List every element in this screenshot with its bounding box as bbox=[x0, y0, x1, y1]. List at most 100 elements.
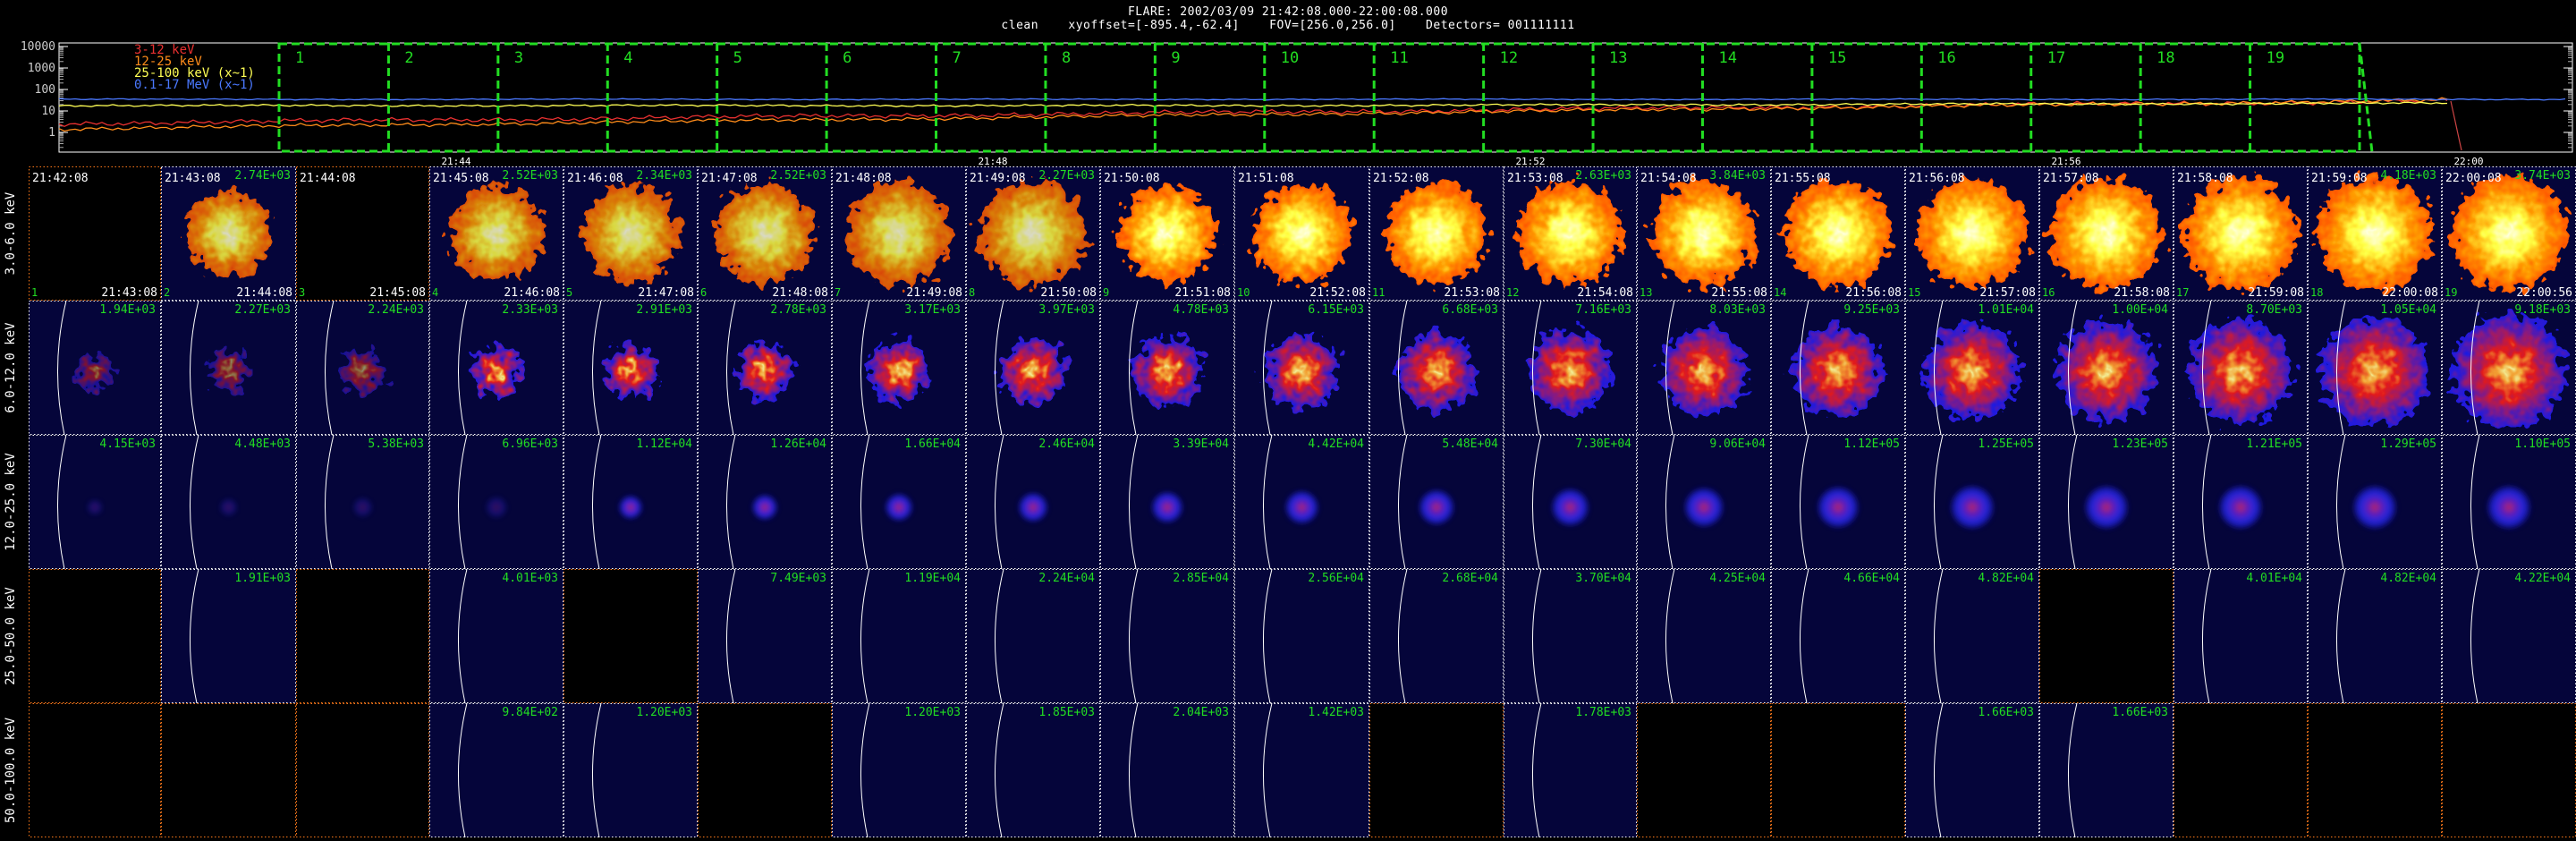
solar-limb bbox=[1799, 301, 1809, 435]
legend-entry: 12-25 keV bbox=[134, 55, 202, 69]
image-cell: 4.82E+04 bbox=[1905, 569, 2039, 703]
cell-image bbox=[1665, 435, 1724, 569]
peak-value: 4.78E+03 bbox=[1173, 303, 1229, 317]
cell-border bbox=[1369, 703, 1504, 837]
image-cell: 2.91E+03 bbox=[564, 301, 698, 435]
solar-limb bbox=[1665, 435, 1675, 569]
cell-image bbox=[582, 185, 679, 282]
cell-image bbox=[2452, 176, 2566, 291]
solar-limb bbox=[2067, 435, 2078, 569]
interval-number: 1 bbox=[295, 49, 304, 67]
cell-border bbox=[429, 301, 564, 435]
cell-image bbox=[1262, 703, 1273, 837]
solar-limb bbox=[189, 435, 199, 569]
solar-limb bbox=[2470, 569, 2480, 703]
peak-value: 2.63E+03 bbox=[1575, 169, 1631, 183]
cell-border bbox=[1637, 166, 1771, 301]
source-blob bbox=[2487, 486, 2530, 529]
cell-border bbox=[2174, 435, 2308, 569]
cell-background bbox=[966, 703, 1100, 837]
cell-image bbox=[2452, 301, 2566, 435]
peak-value: 7.16E+03 bbox=[1575, 303, 1631, 317]
image-cell: 7.16E+03 bbox=[1504, 301, 1637, 435]
source-blob bbox=[1684, 488, 1724, 527]
cell-image bbox=[1531, 435, 1589, 569]
solar-limb bbox=[189, 301, 199, 435]
cell-image bbox=[2470, 435, 2530, 569]
source-blob bbox=[353, 497, 372, 517]
cell-image bbox=[324, 435, 372, 569]
cell-border bbox=[1905, 166, 2039, 301]
source-blob bbox=[2320, 317, 2429, 426]
image-cell: 1.42E+03 bbox=[1234, 703, 1369, 837]
solar-limb bbox=[457, 703, 468, 837]
interval-index: 15 bbox=[1908, 286, 1920, 299]
peak-value: 2.68E+04 bbox=[1442, 572, 1498, 585]
cell-image bbox=[725, 569, 736, 703]
cell-image bbox=[591, 301, 657, 435]
solar-limb bbox=[591, 703, 602, 837]
cell-border bbox=[1234, 435, 1369, 569]
y-tick-label: 100 bbox=[35, 83, 55, 97]
cell-background bbox=[698, 569, 832, 703]
interval-end-time: 22:00:08 bbox=[2382, 286, 2438, 300]
interval-number: 11 bbox=[1390, 49, 1408, 67]
flare-title: FLARE: 2002/03/09 21:42:08.000-22:00:08.… bbox=[1127, 5, 1449, 19]
interval-number: 14 bbox=[1718, 49, 1736, 67]
time-interval-boxes: 1 2 3 4 5 6 7 8 9 10 11 12 13 14 15 16 17 18 19 bbox=[277, 42, 2374, 153]
image-cell: 2.27E+03 bbox=[161, 301, 296, 435]
cell-background bbox=[29, 703, 161, 837]
peak-value: 8.70E+03 bbox=[2246, 303, 2302, 317]
image-cell: 1.12E+05 bbox=[1771, 435, 1905, 569]
plot-header: FLARE: 2002/03/09 21:42:08.000-22:00:08.… bbox=[0, 0, 2576, 39]
image-cell bbox=[296, 703, 429, 837]
image-cell: 2.24E+03 bbox=[296, 301, 429, 435]
solar-limb bbox=[994, 301, 1004, 435]
cell-background bbox=[1234, 569, 1369, 703]
cell-image bbox=[1529, 301, 1612, 435]
peak-value: 4.01E+04 bbox=[2246, 572, 2302, 585]
source-blob bbox=[847, 182, 951, 285]
cell-image bbox=[860, 703, 870, 837]
cell-border bbox=[1637, 703, 1771, 837]
cell-image bbox=[2183, 176, 2298, 291]
source-blob bbox=[1552, 488, 1589, 526]
solar-limb bbox=[1128, 703, 1139, 837]
cell-image bbox=[189, 569, 199, 703]
cell-border bbox=[1234, 569, 1369, 703]
interval-number: 13 bbox=[1609, 49, 1627, 67]
interval-start-time: 21:42:08 bbox=[32, 172, 89, 185]
peak-value: 2.27E+03 bbox=[1038, 169, 1095, 183]
image-cell: 3.17E+03 bbox=[832, 301, 966, 435]
peak-value: 4.82E+04 bbox=[2380, 572, 2436, 585]
source-blob bbox=[185, 191, 272, 276]
peak-value: 6.96E+03 bbox=[502, 437, 558, 451]
cell-background bbox=[1234, 703, 1369, 837]
solar-limb bbox=[1799, 569, 1809, 703]
cell-background bbox=[429, 703, 564, 837]
image-cell: 1.20E+03 bbox=[564, 703, 698, 837]
y-tick-label: 10000 bbox=[21, 40, 55, 54]
source-blob bbox=[2353, 486, 2396, 529]
cell-image bbox=[1933, 435, 1994, 569]
source-blob bbox=[220, 498, 237, 516]
cell-border bbox=[2308, 301, 2442, 435]
image-cell: 21:55:08 21:56:08 14 bbox=[1771, 166, 1905, 301]
peak-value: 1.10E+05 bbox=[2514, 437, 2571, 451]
cell-background bbox=[2174, 569, 2308, 703]
image-cell: 1.21E+05 bbox=[2174, 435, 2308, 569]
cell-border bbox=[161, 703, 296, 837]
image-cell bbox=[2308, 703, 2442, 837]
interval-end-time: 21:45:08 bbox=[369, 286, 426, 300]
cell-image bbox=[1660, 301, 1748, 435]
cell-image bbox=[1784, 180, 1892, 287]
solar-limb bbox=[1397, 435, 1408, 569]
cell-image bbox=[725, 301, 793, 435]
peak-value: 4.82E+04 bbox=[1978, 572, 2034, 585]
image-cell bbox=[29, 569, 161, 703]
cell-border bbox=[698, 435, 832, 569]
cell-border bbox=[1234, 301, 1369, 435]
interval-index: 3 bbox=[299, 286, 305, 299]
image-cell: 2.46E+04 bbox=[966, 435, 1100, 569]
solar-limb bbox=[1262, 569, 1273, 703]
